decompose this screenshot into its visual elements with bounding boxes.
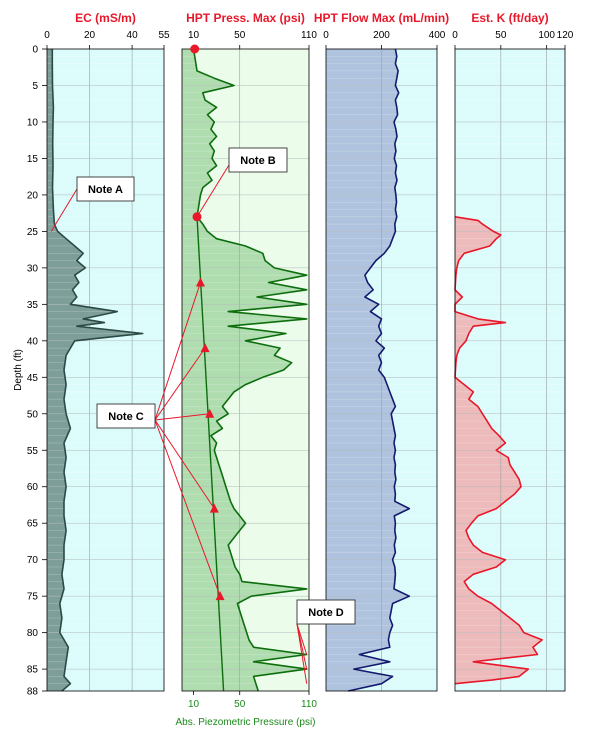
depth-tick-label: 30	[27, 263, 39, 274]
annotation-1: Note A	[50, 176, 135, 232]
panel-title-est_k: Est. K (ft/day)	[471, 11, 548, 25]
annotation-leader-line	[154, 419, 221, 597]
panel-frames: EC (mS/m) HPT Press. Max (psi) HPT Flow Ma…	[46, 11, 566, 692]
depth-tick-label: 65	[27, 519, 39, 530]
annotation-box	[96, 403, 156, 429]
panel-title-hpt_press: HPT Press. Max (psi)	[186, 11, 305, 25]
annotation-label: Note D	[308, 607, 344, 619]
panel-fills	[47, 49, 543, 691]
annotation-2: Note B	[196, 147, 288, 218]
depth-tick-label: 50	[27, 409, 39, 420]
annotation-leader-line	[196, 164, 230, 218]
annotation-leader-line	[154, 282, 201, 421]
annotation-leader-line	[154, 419, 215, 509]
depth-ticks: 0 5 10 15 20 25 30 35 40 45 50 55 60 65 70 75 80 85 88	[27, 45, 47, 698]
panel-title-ec: EC (mS/m)	[75, 11, 136, 25]
depth-axis-label: Depth (ft)	[13, 349, 24, 391]
marker-triangle	[205, 408, 215, 418]
panel-background-ec	[47, 49, 164, 691]
panel-frame-hpt_press	[181, 48, 310, 692]
fill-area-hpt_flow	[326, 49, 410, 691]
annotation-box	[296, 599, 356, 625]
marker-circle	[190, 44, 200, 54]
x-tick-label-hpt_flow: 200	[373, 30, 390, 41]
fill-area-hpt_press	[182, 49, 307, 691]
depth-tick-label: 10	[27, 117, 39, 128]
x-tick-label-hpt_press: 50	[234, 30, 246, 41]
annotation-label: Note A	[88, 184, 123, 196]
x-tick-label-est_k: 100	[538, 30, 555, 41]
x-tick-label-hpt_press: 110	[301, 30, 317, 41]
panel-frame-est_k	[454, 48, 566, 692]
fill-area-ec	[47, 49, 143, 691]
x-tick-label-ec: 40	[127, 30, 139, 41]
annotation-label: Note B	[240, 155, 276, 167]
depth-tick-label: 15	[27, 154, 39, 165]
depth-tick-label: 85	[27, 665, 39, 676]
x-tick-label-ec: 20	[84, 30, 96, 41]
depth-tick-label: 5	[32, 81, 38, 92]
depth-tick-label: 40	[27, 336, 39, 347]
annotation-3: Note C	[96, 282, 221, 597]
series-line-hpt_press	[192, 48, 308, 692]
annotation-box	[228, 147, 288, 173]
fill-area-est_k	[455, 216, 543, 684]
x-tick-label-hpt_flow: 400	[429, 30, 446, 41]
depth-tick-label: 25	[27, 227, 39, 238]
markers	[190, 44, 225, 601]
panel-title-hpt_flow: HPT Flow Max (mL/min)	[314, 11, 449, 25]
series-line-ec	[51, 49, 144, 692]
depth-tick-label: 35	[27, 300, 39, 311]
x-tick-label-bottom: 110	[301, 699, 317, 710]
x-tick-label-hpt_flow: 0	[323, 30, 329, 41]
x-tick-label-bottom: 50	[234, 699, 246, 710]
marker-triangle	[200, 343, 210, 353]
annotation-label: Note C	[108, 411, 144, 423]
depth-tick-label: 70	[27, 555, 39, 566]
annotation-leader-line	[296, 623, 308, 684]
x-tick-label-hpt_press: 10	[188, 30, 200, 41]
annotation-leader-line	[154, 347, 206, 421]
x-tick-label-ec: 0	[44, 30, 50, 41]
bottom-axis-label: Abs. Piezometric Pressure (psi)	[175, 717, 315, 728]
x-tick-label-ec: 55	[158, 30, 170, 41]
piezometric-line	[196, 216, 225, 692]
x-tick-label-bottom: 10	[188, 699, 200, 710]
annotation-leader-line	[50, 188, 78, 232]
depth-tick-label: 20	[27, 190, 39, 201]
panel-lines	[51, 48, 543, 692]
depth-tick-label: 55	[27, 446, 39, 457]
depth-tick-label: 60	[27, 482, 39, 493]
depth-tick-label: 45	[27, 373, 39, 384]
panel-frame-ec	[46, 48, 165, 692]
depth-tick-label: 75	[27, 592, 39, 603]
depth-tick-label: 0	[32, 45, 38, 56]
annotation-4: Note D	[296, 599, 356, 684]
marker-triangle	[195, 277, 205, 287]
x-tick-label-est_k: 50	[495, 30, 507, 41]
annotation-leader-line	[296, 623, 308, 655]
panel-ticks: 0 20 40 55 10 50 110 10 50 110 Abs. Piezometric Pr…	[44, 30, 574, 728]
annotation-leader-line	[154, 413, 210, 421]
annotations: Note A Note B Note C Note D	[50, 147, 356, 684]
x-tick-label-est_k: 120	[557, 30, 574, 41]
depth-tick-label: 88	[27, 687, 39, 698]
series-line-hpt_flow	[348, 48, 411, 692]
annotation-box	[76, 176, 135, 202]
x-tick-label-est_k: 0	[452, 30, 458, 41]
depth-tick-label: 80	[27, 628, 39, 639]
